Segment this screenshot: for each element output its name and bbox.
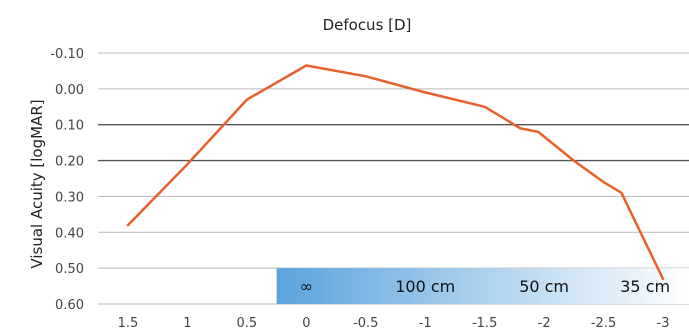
x-tick-label: -3 <box>657 316 670 329</box>
x-axis-ticks: 1.5 1 0.5 0 -0.5 -1 -1.5 -2 -2.5 -3 <box>118 316 670 329</box>
y-axis-ticks: -0.10 0.00 0.10 0.20 0.30 0.40 0.50 0.60 <box>50 47 84 313</box>
y-tick-label: 0.40 <box>55 226 84 241</box>
band-label-infinity: ∞ <box>300 277 313 296</box>
y-tick-label: 0.00 <box>55 83 84 98</box>
x-tick-label: -1.5 <box>472 316 497 329</box>
x-tick-label: 1 <box>183 316 191 329</box>
x-tick-label: -2 <box>538 316 551 329</box>
x-tick-label: -1 <box>419 316 432 329</box>
y-tick-label: 0.20 <box>55 155 84 170</box>
y-tick-label: 0.60 <box>55 298 84 313</box>
x-tick-label: 0.5 <box>237 316 258 329</box>
y-tick-label: 0.50 <box>55 262 84 277</box>
series-layer <box>128 66 663 279</box>
y-tick-label: -0.10 <box>50 47 84 62</box>
x-tick-label: -0.5 <box>353 316 378 329</box>
x-tick-label: -2.5 <box>591 316 616 329</box>
x-tick-label: 1.5 <box>118 316 139 329</box>
series-line <box>128 66 663 279</box>
distance-band: ∞ 100 cm 50 cm 35 cm <box>277 268 689 304</box>
band-label-100cm: 100 cm <box>395 277 455 296</box>
y-axis-label: Visual Acuity [logMAR] <box>28 99 46 268</box>
y-tick-label: 0.10 <box>55 119 84 134</box>
x-tick-label: 0 <box>302 316 310 329</box>
chart-title: Defocus [D] <box>323 16 412 34</box>
y-tick-label: 0.30 <box>55 190 84 205</box>
band-label-50cm: 50 cm <box>519 277 569 296</box>
